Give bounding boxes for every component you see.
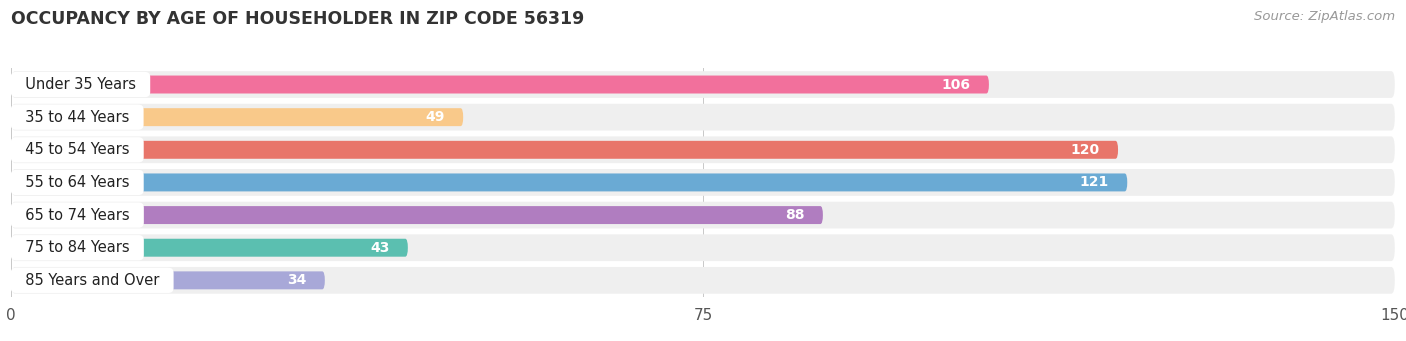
Text: 120: 120 (1070, 143, 1099, 157)
Text: 85 Years and Over: 85 Years and Over (15, 273, 169, 288)
FancyBboxPatch shape (11, 202, 1395, 228)
FancyBboxPatch shape (11, 267, 1395, 294)
FancyBboxPatch shape (11, 271, 325, 289)
FancyBboxPatch shape (11, 169, 1395, 196)
Text: 88: 88 (785, 208, 804, 222)
FancyBboxPatch shape (11, 104, 1395, 131)
Text: 43: 43 (370, 241, 389, 255)
Text: 75 to 84 Years: 75 to 84 Years (15, 240, 139, 255)
Text: 49: 49 (426, 110, 444, 124)
FancyBboxPatch shape (11, 239, 408, 257)
FancyBboxPatch shape (11, 76, 988, 93)
Text: 121: 121 (1080, 175, 1109, 190)
Text: 45 to 54 Years: 45 to 54 Years (15, 142, 139, 157)
FancyBboxPatch shape (11, 71, 1395, 98)
Text: Under 35 Years: Under 35 Years (15, 77, 145, 92)
FancyBboxPatch shape (11, 174, 1128, 191)
Text: Source: ZipAtlas.com: Source: ZipAtlas.com (1254, 10, 1395, 23)
FancyBboxPatch shape (11, 141, 1118, 159)
FancyBboxPatch shape (11, 234, 1395, 261)
Text: 35 to 44 Years: 35 to 44 Years (15, 110, 138, 125)
Text: OCCUPANCY BY AGE OF HOUSEHOLDER IN ZIP CODE 56319: OCCUPANCY BY AGE OF HOUSEHOLDER IN ZIP C… (11, 10, 585, 28)
Text: 106: 106 (942, 77, 970, 91)
Text: 34: 34 (287, 273, 307, 287)
FancyBboxPatch shape (11, 108, 463, 126)
FancyBboxPatch shape (11, 136, 1395, 163)
Text: 55 to 64 Years: 55 to 64 Years (15, 175, 139, 190)
Text: 65 to 74 Years: 65 to 74 Years (15, 208, 139, 223)
FancyBboxPatch shape (11, 206, 823, 224)
